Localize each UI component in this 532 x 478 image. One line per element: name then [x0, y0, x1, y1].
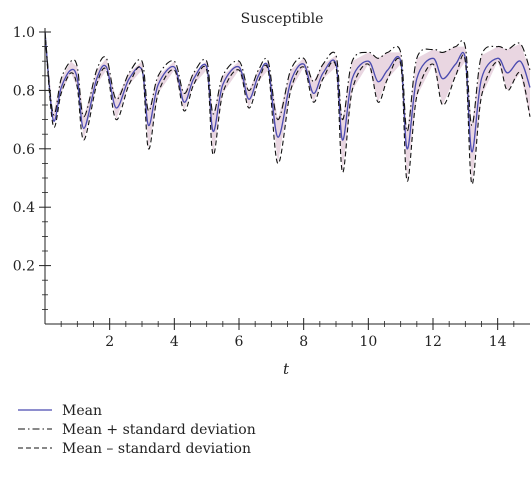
x-tick-label: 12 [424, 334, 442, 350]
axes: 2 4 6 8 10 12 14 0.2 0.4 0.6 0.8 1.0 [13, 25, 530, 350]
x-tick-label: 14 [489, 334, 507, 350]
plot-area [44, 31, 531, 185]
x-tick-label: 2 [105, 334, 114, 350]
x-axis-label: t [283, 360, 290, 378]
x-tick-label: 6 [235, 334, 244, 350]
y-tick-label: 1.0 [13, 25, 35, 41]
x-tick-label: 10 [359, 334, 377, 350]
mean-plus-sd-line [44, 31, 531, 132]
mean-minus-sd-line [44, 31, 531, 185]
x-tick-label: 8 [299, 334, 308, 350]
legend-label: Mean – standard deviation [62, 441, 251, 457]
chart-title: Susceptible [241, 11, 324, 27]
y-tick-label: 0.2 [13, 259, 35, 275]
legend-label: Mean [62, 403, 102, 419]
mean-line [44, 31, 531, 153]
legend: Mean Mean + standard deviation Mean – stan… [18, 403, 256, 457]
x-tick-label: 4 [170, 334, 179, 350]
y-tick-label: 0.4 [13, 200, 35, 216]
y-tick-label: 0.6 [13, 142, 35, 158]
y-tick-label: 0.8 [13, 83, 35, 99]
legend-label: Mean + standard deviation [62, 422, 256, 438]
